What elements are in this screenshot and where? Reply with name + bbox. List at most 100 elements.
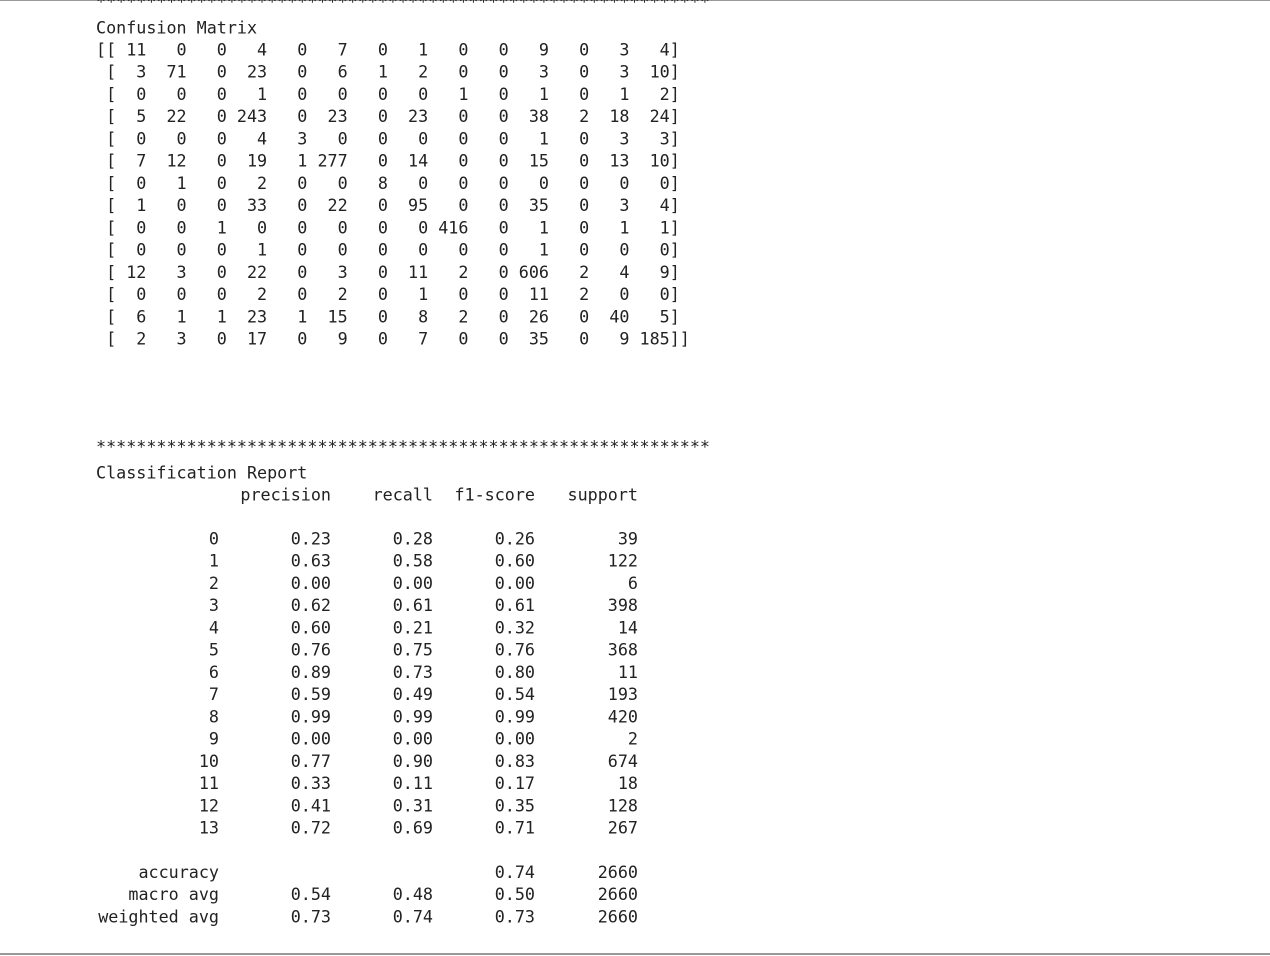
report-cell: 0.60 bbox=[495, 551, 535, 571]
report-cell: 0.80 bbox=[495, 662, 535, 682]
report-cell: 0.61 bbox=[393, 595, 433, 615]
report-cell: 0.17 bbox=[495, 773, 535, 793]
row-label: 7 bbox=[209, 684, 219, 704]
report-cell: 0.33 bbox=[291, 773, 331, 793]
matrix-row: [ 3 71 0 23 0 6 1 2 0 0 3 0 3 10] bbox=[96, 62, 680, 82]
report-cell: 0.00 bbox=[393, 729, 433, 749]
column-header: support bbox=[568, 485, 638, 505]
report-cell: 0.75 bbox=[393, 640, 433, 660]
report-cell: 0.74 bbox=[495, 862, 535, 882]
matrix-row: [ 0 0 0 2 0 2 0 1 0 0 11 2 0 0] bbox=[96, 284, 680, 304]
report-cell: 0.76 bbox=[291, 640, 331, 660]
report-cell: 0.59 bbox=[291, 684, 331, 704]
report-cell: 39 bbox=[618, 529, 638, 549]
report-cell: 0.00 bbox=[495, 729, 535, 749]
matrix-row: [ 0 0 1 0 0 0 0 0 416 0 1 0 1 1] bbox=[96, 217, 680, 237]
report-cell: 2660 bbox=[598, 862, 638, 882]
row-label: weighted avg bbox=[98, 906, 219, 926]
report-cell: 368 bbox=[608, 640, 638, 660]
report-cell: 18 bbox=[618, 773, 638, 793]
report-cell: 398 bbox=[608, 595, 638, 615]
column-header: precision bbox=[240, 485, 331, 505]
report-cell: 0.71 bbox=[495, 817, 535, 837]
report-cell: 0.90 bbox=[393, 751, 433, 771]
report-cell: 0.31 bbox=[393, 795, 433, 815]
column-header: f1-score bbox=[454, 485, 535, 505]
row-label: 4 bbox=[209, 617, 219, 637]
report-cell: 420 bbox=[608, 706, 638, 726]
matrix-row: [ 0 0 0 4 3 0 0 0 0 0 1 0 3 3] bbox=[96, 128, 680, 148]
report-cell: 0.61 bbox=[495, 595, 535, 615]
report-cell: 0.63 bbox=[291, 551, 331, 571]
report-cell: 14 bbox=[618, 617, 638, 637]
report-cell: 0.73 bbox=[393, 662, 433, 682]
row-label: 0 bbox=[209, 529, 219, 549]
row-label: 8 bbox=[209, 706, 219, 726]
report-cell: 11 bbox=[618, 662, 638, 682]
matrix-row: [ 5 22 0 243 0 23 0 23 0 0 38 2 18 24] bbox=[96, 106, 680, 126]
report-cell: 0.00 bbox=[393, 573, 433, 593]
report-cell: 0.26 bbox=[495, 529, 535, 549]
report-cell: 0.23 bbox=[291, 529, 331, 549]
report-cell: 2660 bbox=[598, 906, 638, 926]
row-label: 3 bbox=[209, 595, 219, 615]
report-cell: 0.72 bbox=[291, 817, 331, 837]
report-cell: 0.49 bbox=[393, 684, 433, 704]
row-label: 1 bbox=[209, 551, 219, 571]
report-cell: 0.48 bbox=[393, 884, 433, 904]
row-label: macro avg bbox=[128, 884, 219, 904]
section-title: Classification Report bbox=[96, 463, 307, 483]
report-cell: 0.73 bbox=[291, 906, 331, 926]
report-cell: 267 bbox=[608, 817, 638, 837]
report-cell: 0.50 bbox=[495, 884, 535, 904]
row-label: 13 bbox=[199, 817, 219, 837]
report-cell: 0.32 bbox=[495, 617, 535, 637]
report-cell: 0.69 bbox=[393, 817, 433, 837]
report-cell: 128 bbox=[608, 795, 638, 815]
row-label: 5 bbox=[209, 640, 219, 660]
report-cell: 0.11 bbox=[393, 773, 433, 793]
separator: ****************************************… bbox=[96, 437, 710, 457]
report-cell: 0.28 bbox=[393, 529, 433, 549]
report-cell: 0.99 bbox=[291, 706, 331, 726]
report-cell: 0.76 bbox=[495, 640, 535, 660]
matrix-row: [ 7 12 0 19 1 277 0 14 0 0 15 0 13 10] bbox=[96, 151, 680, 171]
matrix-row: [ 2 3 0 17 0 9 0 7 0 0 35 0 9 185]] bbox=[96, 328, 690, 348]
report-cell: 0.99 bbox=[393, 706, 433, 726]
report-cell: 193 bbox=[608, 684, 638, 704]
matrix-row: [ 0 1 0 2 0 0 8 0 0 0 0 0 0 0] bbox=[96, 173, 680, 193]
matrix-row: [ 0 0 0 1 0 0 0 0 0 0 1 0 0 0] bbox=[96, 240, 680, 260]
row-label: 10 bbox=[199, 751, 219, 771]
report-cell: 0.54 bbox=[291, 884, 331, 904]
report-cell: 0.54 bbox=[495, 684, 535, 704]
matrix-row: [ 6 1 1 23 1 15 0 8 2 0 26 0 40 5] bbox=[96, 306, 680, 326]
report-cell: 0.77 bbox=[291, 751, 331, 771]
separator: ****************************************… bbox=[96, 0, 710, 12]
report-cell: 0.74 bbox=[393, 906, 433, 926]
matrix-row: [[ 11 0 0 4 0 7 0 1 0 0 9 0 3 4] bbox=[96, 40, 680, 60]
row-label: 12 bbox=[199, 795, 219, 815]
report-cell: 6 bbox=[628, 573, 638, 593]
row-label: 9 bbox=[209, 729, 219, 749]
report-cell: 0.41 bbox=[291, 795, 331, 815]
report-cell: 0.00 bbox=[495, 573, 535, 593]
report-cell: 0.35 bbox=[495, 795, 535, 815]
report-cell: 0.73 bbox=[495, 906, 535, 926]
column-header: recall bbox=[373, 485, 433, 505]
report-cell: 0.89 bbox=[291, 662, 331, 682]
section-title: Confusion Matrix bbox=[96, 18, 257, 38]
report-cell: 0.99 bbox=[495, 706, 535, 726]
matrix-row: [ 12 3 0 22 0 3 0 11 2 0 606 2 4 9] bbox=[96, 262, 680, 282]
report-cell: 0.83 bbox=[495, 751, 535, 771]
row-label: 11 bbox=[199, 773, 219, 793]
report-cell: 122 bbox=[608, 551, 638, 571]
row-label: accuracy bbox=[138, 862, 219, 882]
matrix-row: [ 1 0 0 33 0 22 0 95 0 0 35 0 3 4] bbox=[96, 195, 680, 215]
report-cell: 0.00 bbox=[291, 573, 331, 593]
report-cell: 674 bbox=[608, 751, 638, 771]
report-cell: 0.58 bbox=[393, 551, 433, 571]
row-label: 2 bbox=[209, 573, 219, 593]
report-cell: 0.62 bbox=[291, 595, 331, 615]
